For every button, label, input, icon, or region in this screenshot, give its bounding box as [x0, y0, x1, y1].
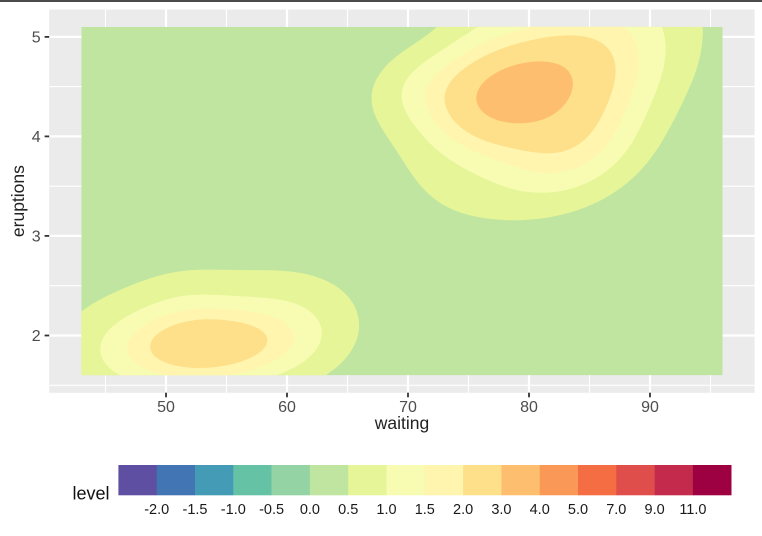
- svg-text:9.0: 9.0: [645, 502, 665, 518]
- svg-text:1.5: 1.5: [415, 502, 435, 518]
- svg-text:90: 90: [641, 399, 659, 416]
- svg-text:5.0: 5.0: [568, 502, 588, 518]
- svg-text:4.0: 4.0: [530, 502, 550, 518]
- svg-text:0.0: 0.0: [300, 502, 320, 518]
- svg-text:-1.0: -1.0: [221, 502, 246, 518]
- svg-text:70: 70: [399, 399, 417, 416]
- svg-text:5: 5: [32, 29, 41, 46]
- svg-text:50: 50: [157, 399, 175, 416]
- svg-text:0.5: 0.5: [338, 502, 358, 518]
- svg-text:-0.5: -0.5: [259, 502, 284, 518]
- svg-text:2.0: 2.0: [453, 502, 473, 518]
- svg-text:7.0: 7.0: [606, 502, 626, 518]
- svg-text:4: 4: [32, 129, 41, 146]
- svg-text:80: 80: [520, 399, 538, 416]
- svg-text:1.0: 1.0: [376, 502, 396, 518]
- svg-text:2: 2: [32, 328, 41, 345]
- svg-text:3: 3: [32, 228, 41, 245]
- svg-text:level: level: [73, 484, 110, 504]
- svg-text:waiting: waiting: [374, 413, 429, 433]
- svg-text:11.0: 11.0: [679, 502, 706, 518]
- svg-text:60: 60: [278, 399, 296, 416]
- svg-text:-2.0: -2.0: [144, 502, 169, 518]
- svg-text:3.0: 3.0: [491, 502, 511, 518]
- svg-text:-1.5: -1.5: [183, 502, 208, 518]
- svg-text:eruptions: eruptions: [8, 165, 28, 237]
